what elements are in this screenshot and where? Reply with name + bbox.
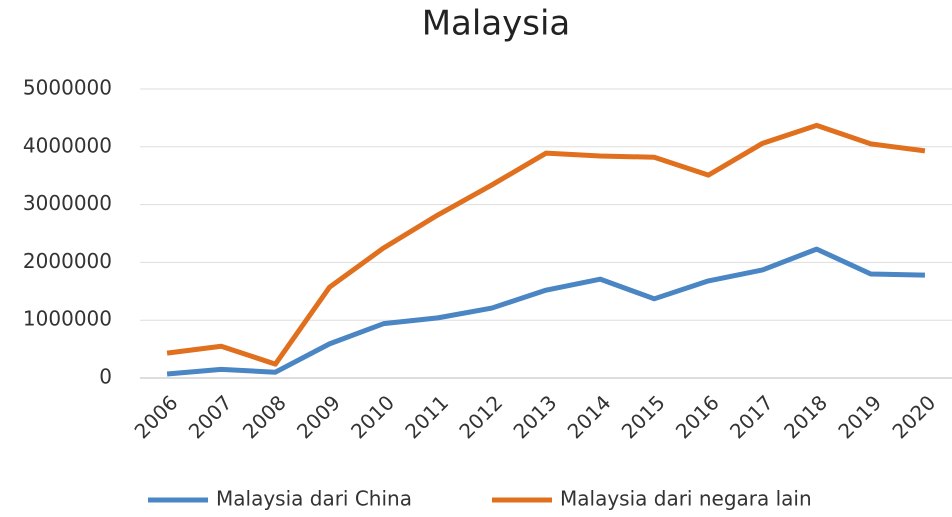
x-tick-label: 2010 [346,390,399,443]
x-tick-label: 2012 [454,390,507,443]
x-tick-label: 2014 [563,390,616,443]
x-tick-label: 2008 [238,390,291,443]
series-line [166,246,925,377]
y-tick-label: 0 [99,365,112,389]
x-tick-label: 2011 [400,390,453,443]
y-tick-label: 2000000 [23,249,112,273]
y-tick-label: 3000000 [23,191,112,215]
legend-label: Malaysia dari China [216,487,412,511]
x-tick-label: 2017 [725,390,778,443]
x-tick-label: 2013 [508,390,561,443]
y-tick-label: 1000000 [23,307,112,331]
y-tick-label: 5000000 [23,76,112,100]
x-tick-label: 2016 [671,390,724,443]
x-tick-label: 2015 [617,390,670,443]
x-tick-label: 2009 [292,390,345,443]
series-line [166,122,926,367]
x-tick-label: 2020 [887,390,940,443]
legend-label: Malaysia dari negara lain [560,487,812,511]
x-tick-label: 2007 [184,390,237,443]
x-tick-label: 2018 [779,390,832,443]
y-tick-label: 4000000 [23,133,112,157]
chart-title: Malaysia [422,4,571,44]
x-tick-label: 2019 [833,390,886,443]
x-tick-label: 2006 [130,390,183,443]
